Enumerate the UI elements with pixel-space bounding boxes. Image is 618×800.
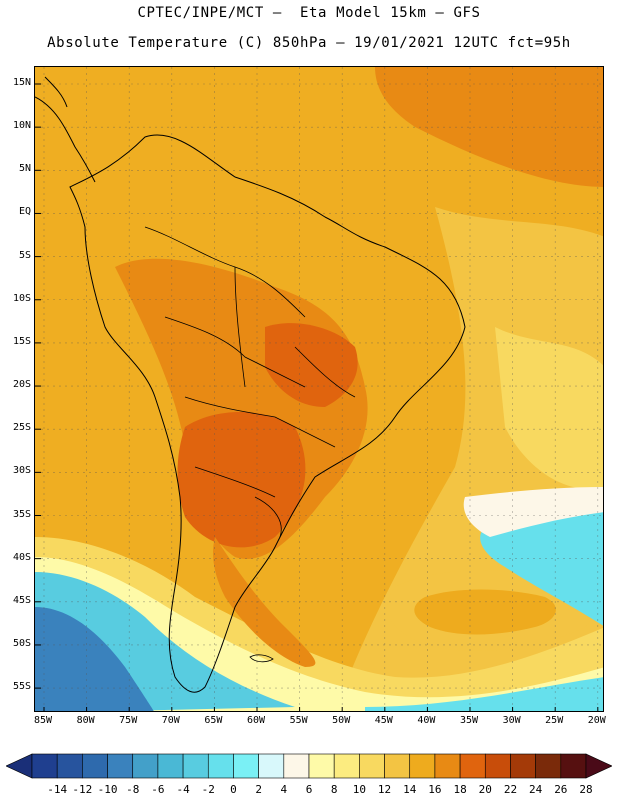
latitude-label: 45S (12, 594, 31, 606)
colorbar-label: -10 (97, 783, 118, 796)
falkland-islands (249, 654, 274, 663)
temperature-field-southwest-blue (35, 607, 154, 711)
colorbar-swatch (308, 753, 335, 779)
longitude-label: 40W (417, 715, 436, 726)
longitude-label: 85W (33, 715, 53, 726)
colorbar-label: 8 (330, 783, 338, 796)
map-panel (34, 66, 604, 712)
latitude-label: 50S (12, 637, 31, 649)
colorbar-swatch (384, 753, 411, 779)
temperature-field-south-cyan-east (365, 677, 603, 711)
latitude-label: 5S (18, 249, 31, 261)
colorbar-swatch (82, 753, 108, 779)
colorbar-label: -4 (176, 783, 190, 796)
colorbar-label: 2 (255, 783, 262, 796)
colorbar-label: 18 (453, 783, 467, 796)
temperature-field-chaco-hot (177, 412, 306, 548)
colorbar-swatch (484, 753, 511, 779)
colorbar-label: 4 (280, 783, 288, 796)
latitude-label: 5N (18, 163, 31, 175)
colorbar-swatch (459, 753, 486, 779)
longitude-label: 35W (459, 715, 479, 726)
temperature-field-south-atlantic-core (414, 589, 556, 635)
colorbar-label: 0 (230, 783, 237, 796)
colorbar-low-arrow (6, 753, 33, 779)
temperature-field-southeast-cyan (480, 507, 603, 626)
longitude-label: 60W (246, 715, 266, 726)
colorbar-label: 24 (529, 783, 543, 796)
colorbar-label: 12 (377, 783, 392, 796)
colorbar-swatch (560, 753, 587, 779)
colorbar-label: 16 (428, 783, 442, 796)
colorbar-swatch (409, 753, 436, 779)
longitude-label: 30W (502, 715, 521, 726)
color-scale-bar (6, 753, 612, 779)
colorbar-label: -6 (151, 783, 165, 796)
latitude-label: 15S (12, 335, 31, 347)
map-subtitle: Absolute Temperature (C) 850hPa – 19/01/… (47, 35, 571, 51)
latitude-label: 25S (12, 422, 31, 434)
longitude-label: 70W (161, 715, 180, 726)
colorbar-swatch (182, 753, 209, 779)
colorbar-label: 26 (554, 783, 568, 796)
colorbar-swatch (107, 753, 134, 779)
colorbar-high-arrow (585, 753, 612, 779)
latitude-label: 20S (12, 379, 31, 391)
colorbar-label: -8 (126, 783, 140, 796)
temperature-field-north-atlantic-warm (375, 67, 603, 187)
longitude-label: 80W (76, 715, 95, 726)
latitude-label: 30S (12, 465, 31, 477)
colorbar-swatch (333, 753, 360, 779)
colorbar-swatch (359, 753, 385, 779)
temperature-field-southeast-pale (463, 487, 603, 537)
latitude-label: 55S (12, 681, 31, 693)
latitude-label: 10S (12, 292, 31, 304)
colorbar-label: 28 (579, 783, 593, 796)
colorbar-label: -12 (72, 783, 93, 796)
colorbar-label: -14 (47, 783, 68, 796)
colorbar-swatch (132, 753, 159, 779)
latitude-label: EQ (18, 206, 31, 218)
colorbar-swatch (31, 753, 58, 779)
temperature-field-atlantic-warm (495, 327, 603, 489)
colorbar-label: 10 (352, 783, 366, 796)
latitude-label: 40S (12, 551, 31, 563)
colorbar-label: 22 (503, 783, 518, 796)
longitude-label: 75W (119, 715, 138, 726)
country-borders (144, 226, 356, 538)
latitude-label: 10N (12, 120, 31, 132)
colorbar-swatch (283, 753, 310, 779)
map-title: CPTEC/INPE/MCT – Eta Model 15km – GFS (137, 5, 481, 21)
colorbar-swatch (434, 753, 461, 779)
colorbar-label: 20 (478, 783, 492, 796)
colorbar-swatch (510, 753, 536, 779)
longitude-label: 55W (289, 715, 308, 726)
colorbar-label: 6 (305, 783, 313, 796)
colorbar-swatch (258, 753, 285, 779)
colorbar-swatch (157, 753, 184, 779)
longitude-label: 65W (204, 715, 223, 726)
colorbar-label: -2 (201, 783, 215, 796)
longitude-label: 50W (332, 715, 351, 726)
coastline-central-america (35, 76, 96, 183)
longitude-label: 45W (374, 715, 393, 726)
longitude-label: 20W (587, 715, 606, 726)
colorbar-swatch (207, 753, 234, 779)
colorbar-swatch (56, 753, 83, 779)
coastline-south-america (69, 134, 466, 693)
longitude-label: 25W (545, 715, 564, 726)
latitude-label: 35S (12, 508, 31, 520)
colorbar-swatch (233, 753, 259, 779)
colorbar-label: 14 (403, 783, 417, 796)
temperature-field-patagonia-warm (213, 537, 316, 667)
graticule (35, 67, 603, 711)
colorbar-swatch (535, 753, 562, 779)
latitude-label: 15N (12, 77, 31, 88)
